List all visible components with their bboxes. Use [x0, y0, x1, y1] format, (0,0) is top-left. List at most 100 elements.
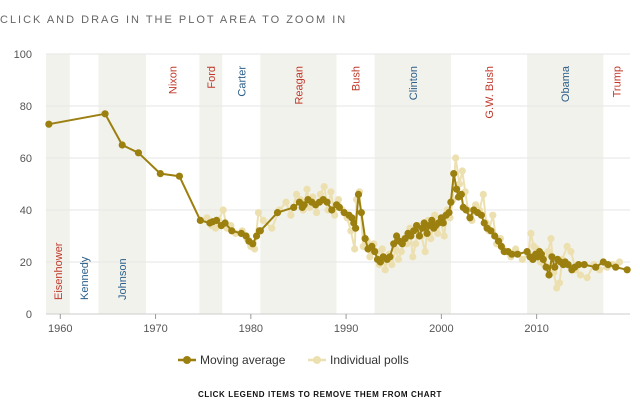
moving-average-point[interactable]: [328, 206, 336, 214]
moving-average-point[interactable]: [175, 172, 183, 180]
individual-poll-point[interactable]: [211, 224, 220, 232]
moving-average-point[interactable]: [447, 198, 455, 206]
individual-poll-point[interactable]: [268, 224, 276, 232]
moving-average-point[interactable]: [256, 227, 264, 235]
individual-poll-point[interactable]: [320, 183, 328, 191]
moving-average-point[interactable]: [335, 203, 344, 211]
moving-average-point[interactable]: [221, 219, 229, 227]
individual-poll-point[interactable]: [563, 242, 571, 250]
individual-poll-point[interactable]: [397, 248, 405, 256]
individual-poll-point[interactable]: [527, 229, 535, 237]
individual-poll-point[interactable]: [583, 274, 591, 282]
individual-poll-point[interactable]: [394, 255, 403, 263]
moving-average-point[interactable]: [390, 240, 398, 248]
individual-poll-point[interactable]: [518, 255, 526, 263]
moving-average-point[interactable]: [457, 190, 465, 198]
x-tick-label: 1970: [143, 323, 167, 335]
moving-average-point[interactable]: [592, 263, 600, 271]
individual-poll-point[interactable]: [381, 266, 389, 274]
individual-poll-point[interactable]: [567, 248, 575, 256]
moving-average-point[interactable]: [491, 232, 499, 240]
president-label: Kennedy: [79, 256, 91, 300]
moving-average-point[interactable]: [352, 224, 360, 232]
moving-average-point[interactable]: [466, 214, 474, 222]
moving-average-point[interactable]: [453, 185, 461, 193]
moving-average-point[interactable]: [212, 216, 221, 224]
individual-poll-point[interactable]: [544, 248, 552, 256]
moving-average-point[interactable]: [386, 253, 394, 261]
moving-average-point[interactable]: [412, 222, 421, 230]
moving-average-point[interactable]: [101, 110, 109, 118]
moving-average-point[interactable]: [196, 216, 204, 224]
moving-average-point[interactable]: [462, 206, 470, 214]
moving-average-point[interactable]: [513, 250, 522, 258]
individual-poll-point[interactable]: [615, 258, 624, 266]
moving-average-point[interactable]: [612, 263, 620, 271]
individual-poll-point[interactable]: [421, 248, 429, 256]
legend-item-individual-polls[interactable]: Individual polls: [308, 353, 409, 367]
individual-poll-point[interactable]: [388, 261, 396, 269]
moving-average-point[interactable]: [290, 203, 298, 211]
individual-poll-point[interactable]: [351, 245, 359, 253]
moving-average-point[interactable]: [415, 232, 424, 240]
moving-average-point[interactable]: [545, 271, 553, 279]
moving-average-point[interactable]: [548, 253, 556, 261]
moving-average-point[interactable]: [428, 216, 436, 224]
moving-average-point[interactable]: [580, 261, 588, 269]
individual-poll-point[interactable]: [219, 206, 227, 214]
moving-average-point[interactable]: [439, 219, 447, 227]
moving-average-point[interactable]: [623, 266, 631, 274]
individual-poll-point[interactable]: [292, 190, 301, 198]
individual-poll-point[interactable]: [412, 240, 420, 248]
moving-average-point[interactable]: [357, 209, 365, 217]
individual-poll-point[interactable]: [547, 235, 555, 243]
moving-average-point[interactable]: [423, 229, 431, 237]
moving-average-point[interactable]: [228, 227, 236, 235]
individual-poll-point[interactable]: [378, 245, 386, 253]
moving-average-point[interactable]: [371, 248, 379, 256]
moving-average-point[interactable]: [445, 209, 453, 217]
moving-average-point[interactable]: [604, 261, 612, 269]
individual-poll-point[interactable]: [555, 279, 564, 287]
individual-poll-point[interactable]: [427, 235, 435, 243]
individual-poll-point[interactable]: [452, 154, 460, 162]
individual-poll-point[interactable]: [327, 188, 335, 196]
moving-average-point[interactable]: [361, 235, 369, 243]
moving-average-point[interactable]: [273, 209, 282, 217]
individual-poll-point[interactable]: [409, 253, 417, 261]
individual-poll-point[interactable]: [282, 198, 290, 206]
legend-item-moving-average[interactable]: Moving average: [178, 353, 286, 367]
moving-average-point[interactable]: [450, 170, 458, 178]
individual-poll-point[interactable]: [489, 211, 497, 219]
president-label: Bush: [351, 66, 363, 91]
individual-poll-point[interactable]: [259, 216, 267, 224]
individual-poll-point[interactable]: [287, 211, 295, 219]
moving-average-point[interactable]: [45, 120, 53, 128]
legend-label-moving-average: Moving average: [200, 353, 286, 367]
moving-average-point[interactable]: [323, 198, 331, 206]
individual-poll-point[interactable]: [479, 190, 487, 198]
moving-average-point[interactable]: [508, 250, 516, 258]
individual-poll-point[interactable]: [458, 167, 466, 175]
individual-poll-point[interactable]: [254, 209, 263, 217]
individual-poll-point[interactable]: [440, 232, 448, 240]
moving-average-point[interactable]: [551, 263, 559, 271]
individual-poll-point[interactable]: [312, 209, 321, 217]
moving-average-point[interactable]: [477, 211, 485, 219]
individual-poll-point[interactable]: [576, 271, 585, 279]
individual-poll-point[interactable]: [303, 185, 311, 193]
moving-average-point[interactable]: [134, 149, 143, 157]
moving-average-point[interactable]: [539, 255, 547, 263]
moving-average-point[interactable]: [156, 170, 164, 178]
moving-average-point[interactable]: [574, 261, 583, 269]
moving-average-point[interactable]: [354, 190, 363, 198]
moving-average-point[interactable]: [249, 240, 257, 248]
moving-average-point[interactable]: [300, 201, 308, 209]
moving-average-point[interactable]: [564, 261, 572, 269]
moving-average-point[interactable]: [487, 227, 495, 235]
moving-average-point[interactable]: [118, 141, 126, 149]
individual-poll-point[interactable]: [433, 229, 442, 237]
individual-poll-point[interactable]: [366, 253, 374, 261]
moving-average-point[interactable]: [542, 263, 550, 271]
